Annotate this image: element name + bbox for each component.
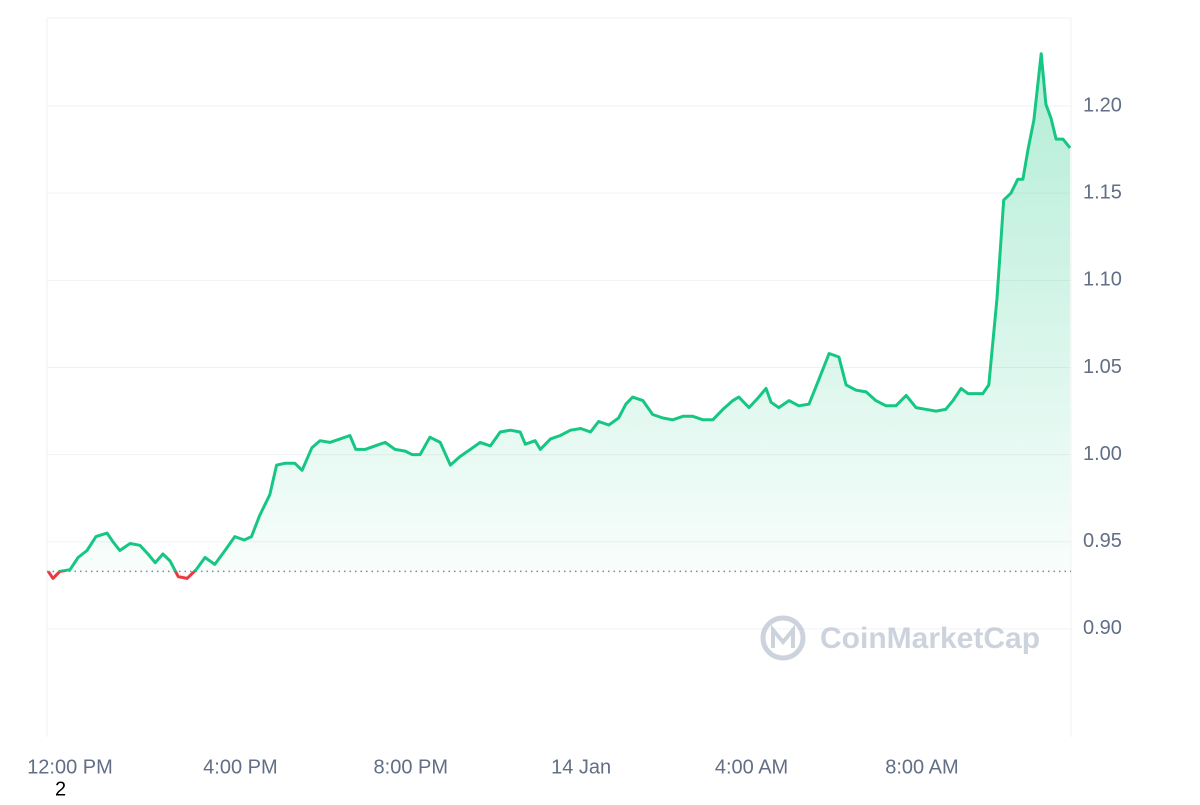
price-line bbox=[47, 52, 1072, 580]
x-tick-label: 4:00 PM bbox=[203, 756, 277, 778]
y-tick-label: 1.15 bbox=[1083, 181, 1122, 203]
y-tick-label: 1.20 bbox=[1083, 94, 1122, 116]
footnote: 2 bbox=[55, 778, 66, 800]
y-tick-label: 0.90 bbox=[1083, 617, 1122, 639]
price-area bbox=[48, 53, 1071, 579]
y-tick-label: 1.10 bbox=[1083, 269, 1122, 291]
y-tick-label: 0.95 bbox=[1083, 530, 1122, 552]
x-tick-label: 14 Jan bbox=[551, 756, 611, 778]
x-tick-label: 8:00 PM bbox=[374, 756, 448, 778]
x-tick-label: 12:00 PM bbox=[27, 756, 113, 778]
watermark: CoinMarketCap bbox=[760, 615, 1040, 661]
x-tick-label: 8:00 AM bbox=[885, 756, 958, 778]
x-tick-label: 4:00 AM bbox=[715, 756, 788, 778]
y-tick-label: 1.00 bbox=[1083, 443, 1122, 465]
y-tick-label: 1.05 bbox=[1083, 356, 1122, 378]
watermark-text: CoinMarketCap bbox=[820, 622, 1040, 655]
